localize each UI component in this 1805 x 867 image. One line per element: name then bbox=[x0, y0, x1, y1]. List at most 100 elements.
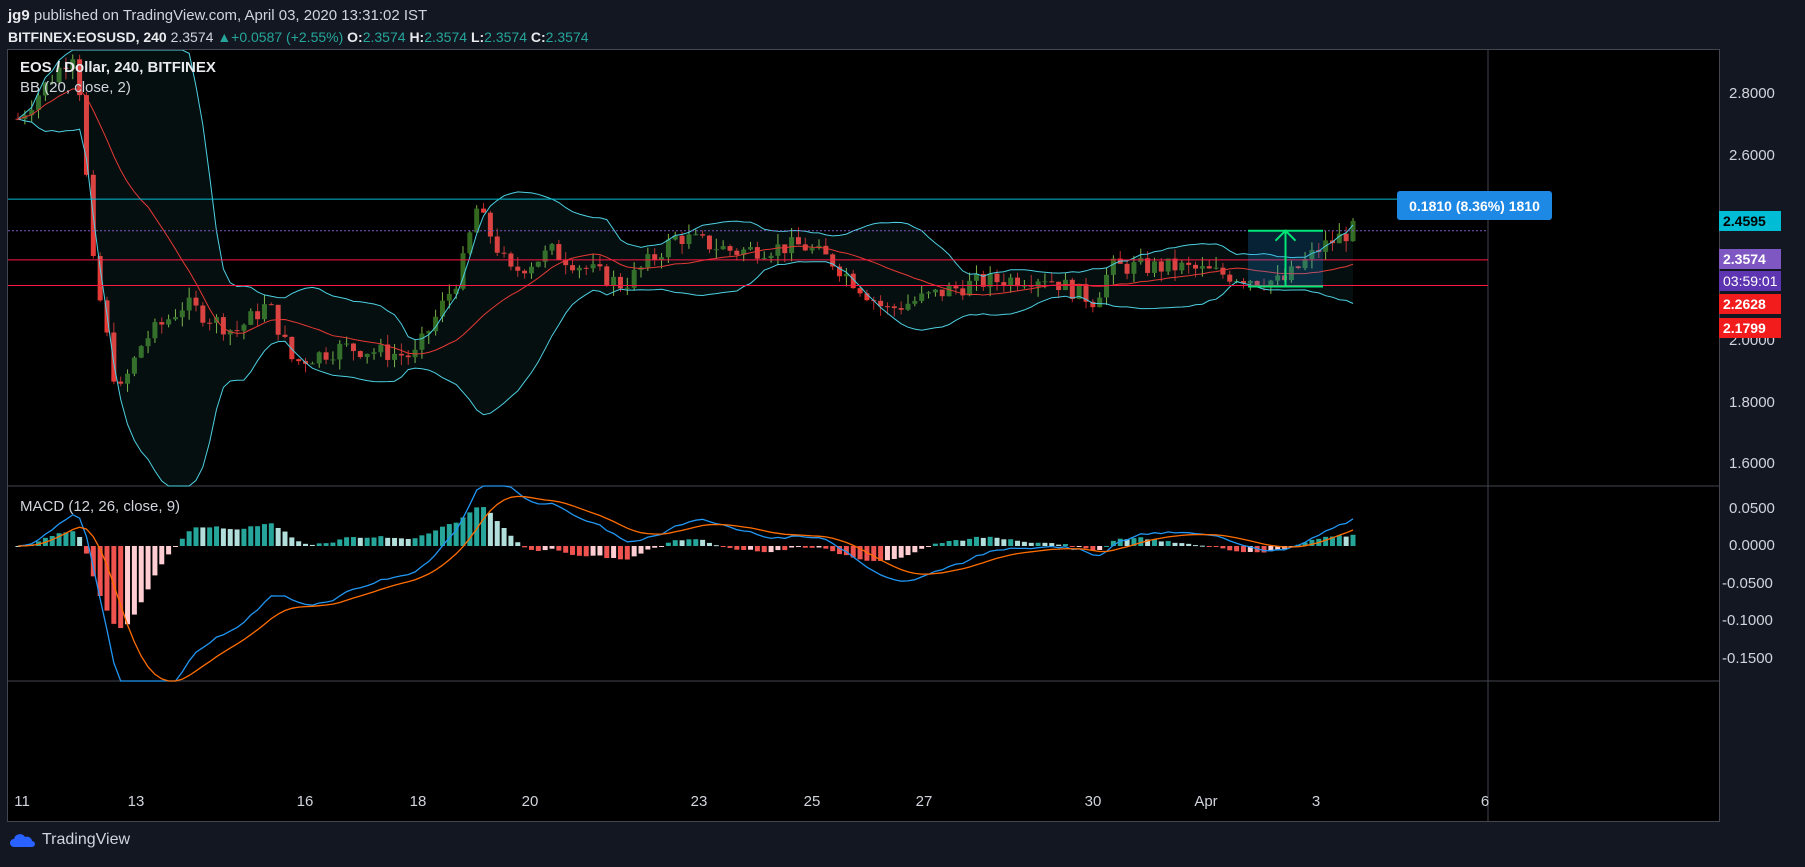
candle-body bbox=[501, 252, 507, 254]
macd-histogram-bar bbox=[481, 507, 487, 546]
support-high-price-tag: 2.2628 bbox=[1719, 294, 1781, 314]
bb-indicator-title[interactable]: BB (20, close, 2) bbox=[20, 79, 131, 96]
candle-body bbox=[282, 334, 288, 337]
macd-histogram-bar bbox=[83, 546, 89, 554]
candle-body bbox=[809, 248, 815, 251]
macd-histogram-bar bbox=[1056, 544, 1062, 546]
macd-histogram-bar bbox=[172, 546, 178, 547]
candle-body bbox=[1193, 264, 1199, 269]
macd-histogram-bar bbox=[686, 539, 692, 546]
macd-histogram-bar bbox=[467, 512, 473, 546]
candle-body bbox=[843, 273, 849, 277]
macd-histogram-bar bbox=[385, 537, 391, 546]
candle-body bbox=[1302, 259, 1308, 269]
candle-body bbox=[1158, 261, 1164, 272]
macd-histogram-bar bbox=[90, 546, 96, 577]
macd-histogram-bar bbox=[1145, 539, 1151, 546]
candle-body bbox=[350, 343, 356, 352]
candle-body bbox=[994, 273, 1000, 283]
macd-histogram-bar bbox=[720, 546, 726, 547]
candle-body bbox=[1008, 277, 1014, 287]
macd-histogram-bar bbox=[1261, 546, 1267, 553]
macd-histogram-bar bbox=[350, 537, 356, 546]
candle-body bbox=[1110, 258, 1116, 275]
publisher-user[interactable]: jg9 bbox=[8, 7, 30, 24]
macd-histogram-bar bbox=[261, 524, 267, 546]
candle-body bbox=[220, 317, 226, 335]
candle-body bbox=[795, 237, 801, 245]
macd-histogram-bar bbox=[63, 532, 69, 546]
candle-body bbox=[248, 311, 254, 325]
candle-body bbox=[494, 236, 500, 253]
candle-body bbox=[528, 266, 534, 274]
candle-body bbox=[405, 355, 411, 358]
macd-histogram-bar bbox=[1199, 545, 1205, 547]
macd-histogram-bar bbox=[323, 543, 329, 546]
macd-histogram-bar bbox=[830, 546, 836, 552]
candle-body bbox=[29, 109, 35, 116]
macd-histogram-bar bbox=[919, 546, 925, 549]
macd-histogram-bar bbox=[1049, 543, 1055, 546]
time-axis-tick: 20 bbox=[521, 793, 539, 810]
macd-histogram-bar bbox=[1131, 538, 1137, 546]
macd-histogram-bar bbox=[1309, 539, 1315, 546]
macd-histogram-bar bbox=[556, 546, 562, 551]
candle-body bbox=[761, 258, 767, 260]
up-arrow-icon: ▲ bbox=[217, 29, 232, 45]
candle-body bbox=[570, 265, 576, 271]
candle-body bbox=[145, 338, 151, 347]
time-axis-tick: 23 bbox=[690, 793, 708, 810]
macd-histogram-bar bbox=[1028, 542, 1034, 546]
macd-histogram-bar bbox=[1343, 536, 1349, 546]
candle-body bbox=[186, 297, 192, 311]
candle-body bbox=[734, 250, 740, 255]
candle-body bbox=[1015, 277, 1021, 287]
macd-histogram-bar bbox=[330, 542, 336, 546]
macd-histogram-bar bbox=[1062, 544, 1068, 546]
macd-histogram-bar bbox=[665, 542, 671, 546]
candle-body bbox=[371, 352, 377, 354]
candle-body bbox=[645, 254, 651, 268]
publish-text: published on TradingView.com, April 03, … bbox=[33, 7, 428, 24]
macd-pane-title[interactable]: MACD (12, 26, close, 9) bbox=[20, 498, 181, 515]
macd-histogram-bar bbox=[980, 537, 986, 546]
macd-histogram-bar bbox=[1021, 541, 1027, 546]
macd-histogram-bar bbox=[145, 546, 151, 590]
candle-body bbox=[967, 280, 973, 296]
macd-histogram-bar bbox=[1268, 546, 1274, 552]
macd-histogram-bar bbox=[453, 522, 459, 546]
macd-histogram-bar bbox=[741, 546, 747, 550]
candle-body bbox=[713, 249, 719, 251]
price-axis-tick: 2.8000 bbox=[1729, 85, 1775, 103]
macd-histogram-bar bbox=[474, 507, 480, 546]
candle-body bbox=[898, 308, 904, 310]
candle-body bbox=[1179, 262, 1185, 271]
resistance-price-tag: 2.4595 bbox=[1719, 211, 1781, 231]
chart-canvas[interactable] bbox=[8, 50, 1719, 821]
candle-body bbox=[679, 235, 685, 244]
macd-line bbox=[17, 485, 1354, 682]
tradingview-logo[interactable]: TradingView bbox=[10, 831, 130, 849]
macd-histogram-bar bbox=[672, 540, 678, 546]
candle-body bbox=[36, 95, 42, 110]
chart-frame[interactable]: EOS / Dollar, 240, BITFINEX BB (20, clos… bbox=[7, 49, 1720, 822]
candle-body bbox=[166, 319, 172, 325]
macd-histogram-bar bbox=[1329, 536, 1335, 546]
price-axis-tick: 1.8000 bbox=[1729, 393, 1775, 411]
candle-body bbox=[392, 353, 398, 360]
macd-histogram-bar bbox=[932, 543, 938, 546]
macd-histogram-bar bbox=[700, 539, 706, 546]
macd-histogram-bar bbox=[857, 546, 863, 560]
candle-body bbox=[364, 353, 370, 358]
macd-histogram-bar bbox=[624, 546, 630, 560]
macd-histogram-bar bbox=[138, 546, 144, 603]
candle-body bbox=[878, 300, 884, 307]
candle-body bbox=[1336, 233, 1342, 244]
macd-histogram-bar bbox=[405, 538, 411, 546]
candle-body bbox=[624, 287, 630, 289]
macd-histogram-bar bbox=[460, 517, 466, 546]
candle-body bbox=[1254, 281, 1260, 285]
candle-body bbox=[49, 82, 55, 84]
candle-body bbox=[97, 255, 103, 301]
macd-histogram-bar bbox=[220, 528, 226, 546]
